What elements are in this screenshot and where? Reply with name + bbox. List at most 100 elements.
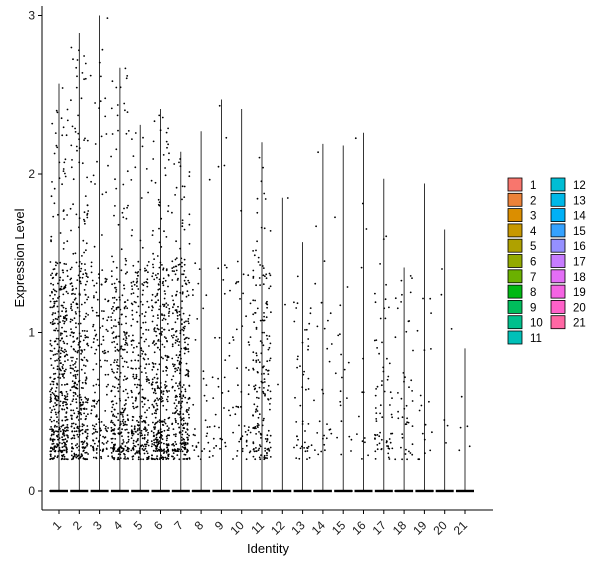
- data-point: [267, 348, 270, 351]
- data-point: [388, 438, 391, 440]
- data-point: [55, 404, 57, 407]
- data-point: [305, 328, 308, 331]
- data-point: [92, 323, 95, 326]
- data-point: [181, 424, 184, 427]
- data-point: [76, 373, 79, 376]
- data-point: [105, 278, 108, 281]
- data-point: [257, 449, 260, 452]
- data-point: [114, 350, 117, 352]
- data-point: [157, 317, 159, 319]
- data-point: [110, 419, 113, 422]
- data-point: [127, 419, 130, 422]
- data-point: [122, 216, 125, 219]
- data-point: [296, 358, 299, 361]
- data-point: [71, 319, 74, 321]
- data-point: [171, 260, 174, 263]
- data-point: [110, 319, 113, 321]
- data-point: [153, 120, 156, 123]
- data-point: [106, 17, 109, 19]
- legend-item-1: 1: [507, 177, 536, 192]
- data-point: [239, 298, 241, 300]
- data-point: [52, 288, 55, 291]
- data-point: [65, 411, 68, 414]
- data-point: [379, 412, 381, 415]
- data-point: [224, 359, 227, 361]
- data-point: [132, 402, 134, 405]
- data-point: [104, 298, 107, 301]
- data-point: [466, 425, 469, 428]
- data-point: [132, 318, 134, 321]
- data-point: [338, 490, 341, 492]
- data-point: [82, 339, 85, 342]
- data-point: [440, 490, 442, 492]
- data-point: [111, 441, 113, 444]
- data-point: [123, 375, 126, 378]
- data-point: [308, 322, 311, 325]
- data-point: [74, 131, 77, 133]
- data-point: [135, 367, 137, 370]
- data-point: [83, 408, 86, 410]
- data-point: [78, 346, 81, 348]
- data-point: [182, 417, 185, 419]
- data-point: [323, 327, 326, 330]
- data-point: [65, 368, 67, 371]
- data-point: [183, 279, 186, 282]
- x-tick-label: 6: [151, 518, 166, 533]
- data-point: [72, 398, 75, 401]
- data-point: [54, 353, 57, 356]
- data-point: [156, 458, 159, 461]
- data-point: [153, 278, 156, 281]
- data-point: [174, 441, 177, 443]
- data-point: [350, 450, 352, 452]
- data-point: [181, 222, 184, 225]
- data-point: [224, 441, 227, 444]
- data-point: [179, 360, 181, 363]
- data-point: [64, 427, 66, 429]
- data-point: [54, 455, 56, 458]
- data-point: [339, 333, 341, 336]
- data-point: [81, 404, 83, 406]
- data-point: [150, 383, 153, 385]
- data-point: [375, 412, 378, 414]
- data-point: [212, 455, 214, 457]
- data-point: [60, 304, 63, 307]
- data-point: [188, 416, 191, 419]
- data-point: [188, 314, 191, 317]
- data-point: [93, 337, 95, 340]
- data-point: [256, 197, 259, 200]
- data-point: [79, 294, 81, 296]
- data-point: [107, 350, 109, 353]
- data-point: [113, 340, 116, 343]
- data-point: [120, 431, 123, 434]
- data-point: [141, 353, 144, 355]
- data-point: [120, 248, 123, 251]
- data-point: [51, 433, 53, 436]
- data-point: [49, 450, 52, 453]
- data-point: [95, 333, 98, 336]
- data-point: [72, 391, 75, 394]
- data-point: [65, 440, 68, 443]
- data-point: [301, 341, 304, 344]
- data-point: [240, 437, 242, 439]
- data-point: [321, 388, 324, 391]
- data-point: [136, 280, 139, 283]
- legend-label: 6: [530, 257, 536, 269]
- data-point: [138, 367, 141, 370]
- data-point: [147, 261, 150, 263]
- data-point: [72, 301, 75, 304]
- data-point: [49, 294, 51, 297]
- data-point: [122, 411, 125, 414]
- data-point: [259, 445, 262, 448]
- data-point: [53, 347, 56, 350]
- data-point: [261, 424, 264, 427]
- data-point: [235, 281, 238, 283]
- data-point: [429, 297, 432, 300]
- data-point: [164, 293, 167, 295]
- violin-group-21: [455, 348, 474, 493]
- data-point: [59, 400, 62, 403]
- data-point: [320, 490, 322, 492]
- data-point: [86, 401, 89, 404]
- legend-item-6: 6: [507, 254, 536, 269]
- data-point: [252, 448, 255, 451]
